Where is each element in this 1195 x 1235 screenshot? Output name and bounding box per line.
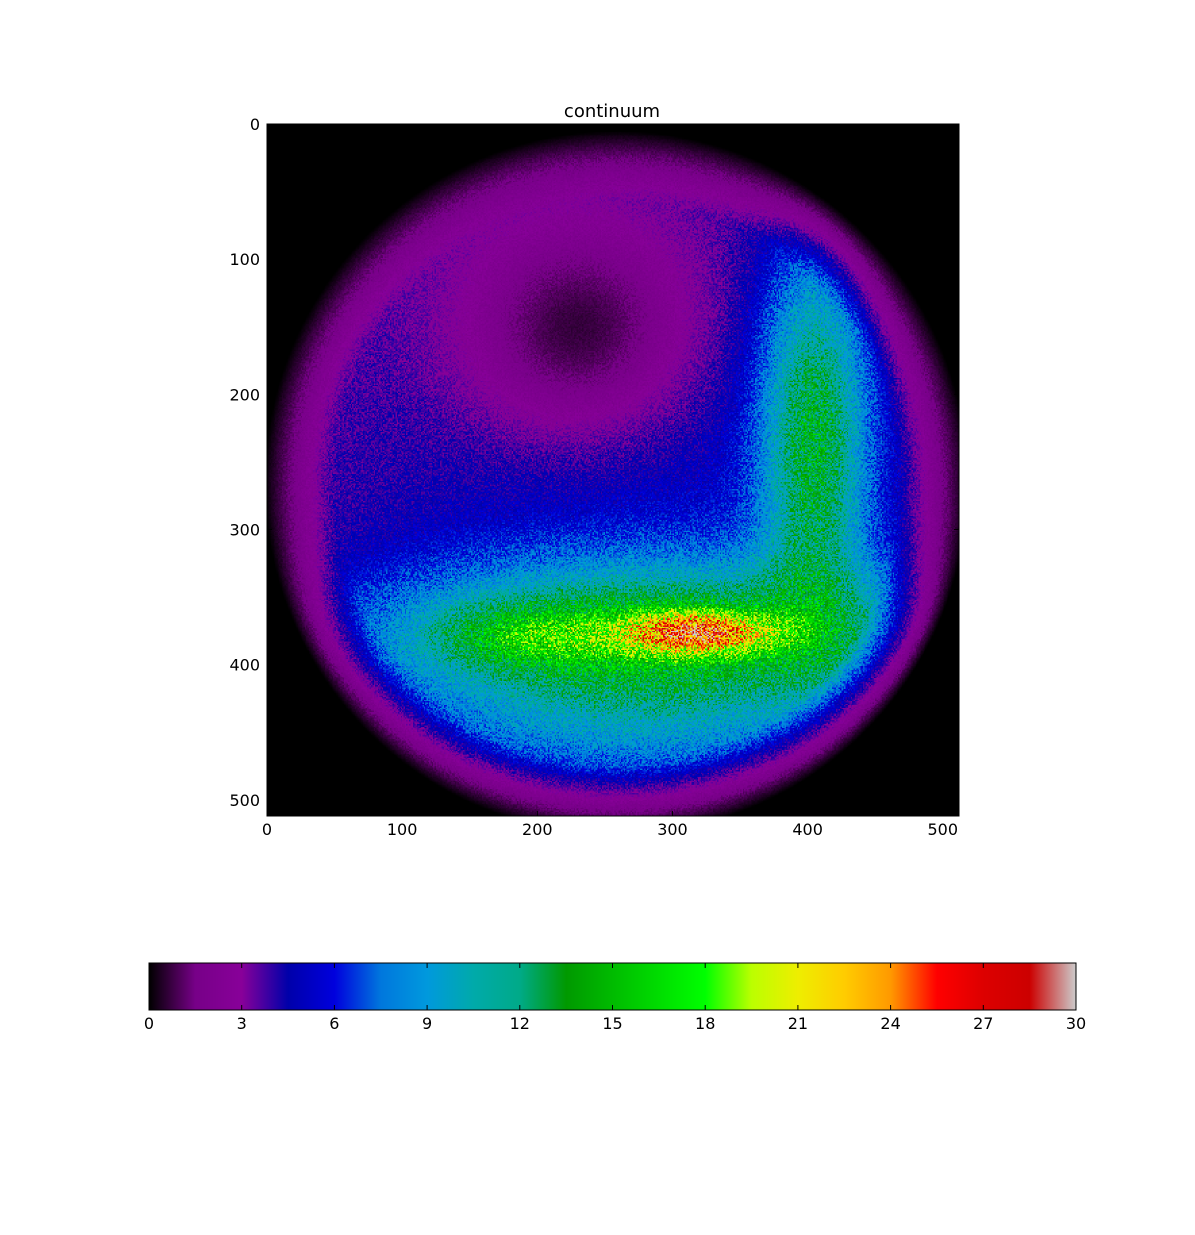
colorbar-tick-label: 30: [1066, 1014, 1086, 1033]
colorbar-tick-label: 12: [510, 1014, 530, 1033]
x-tick-label: 0: [262, 820, 272, 839]
x-tick-label: 400: [792, 820, 823, 839]
colorbar-tick-label: 18: [695, 1014, 715, 1033]
colorbar-tick-label: 15: [602, 1014, 622, 1033]
heatmap-image-container: [267, 124, 959, 816]
colorbar-ticks: 0 3 6 9 12 15 18 21 24 27 30: [144, 963, 1086, 1033]
plot-frame: [266, 123, 960, 817]
colorbar-tick-label: 3: [237, 1014, 247, 1033]
y-tick-label: 0: [250, 115, 260, 134]
colorbar-gradient: [149, 963, 1076, 1010]
colorbar: 0 3 6 9 12 15 18 21 24 27 30: [144, 962, 1086, 1033]
colorbar-tick-label: 0: [144, 1014, 154, 1033]
x-tick-label: 200: [522, 820, 553, 839]
chart-title: continuum: [564, 101, 660, 122]
x-axis-ticks: 0 100 200 300 400 500: [262, 124, 958, 839]
y-tick-label: 300: [229, 520, 260, 539]
heatmap-image: [267, 124, 959, 816]
colorbar-tick-label: 9: [422, 1014, 432, 1033]
y-tick-label: 500: [229, 791, 260, 810]
y-tick-label: 200: [229, 385, 260, 404]
x-tick-label: 100: [387, 820, 418, 839]
colorbar-tick-label: 27: [973, 1014, 993, 1033]
x-tick-label: 300: [657, 820, 688, 839]
colorbar-tick-label: 6: [329, 1014, 339, 1033]
colorbar-tick-label: 24: [880, 1014, 900, 1033]
plot-area: 0 100 200 300 400 500 0 100 200 300 400 500: [229, 115, 960, 839]
x-tick-label: 500: [928, 820, 959, 839]
colorbar-tick-label: 21: [788, 1014, 808, 1033]
y-tick-label: 400: [229, 656, 260, 675]
y-axis-ticks: 0 100 200 300 400 500: [229, 115, 959, 810]
y-tick-label: 100: [229, 250, 260, 269]
